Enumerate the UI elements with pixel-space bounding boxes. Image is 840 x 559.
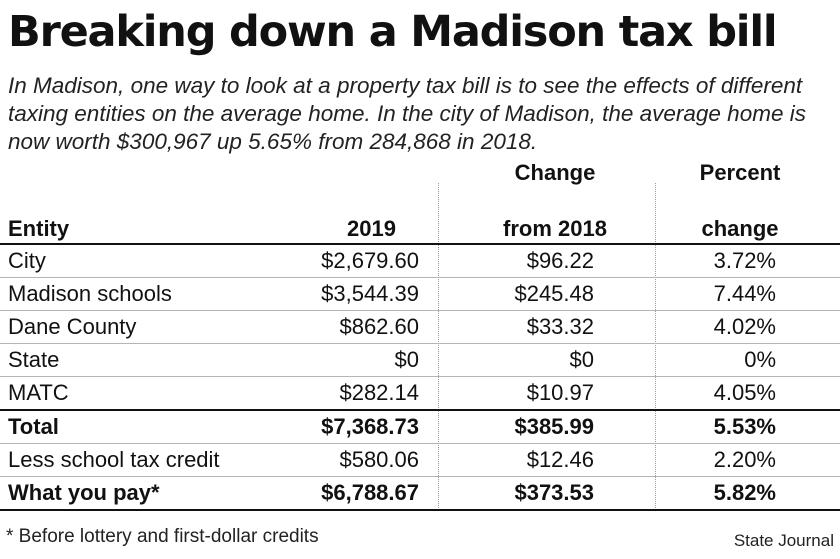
value-2019-cell: $7,368.73 <box>321 414 419 439</box>
footnote: * Before lottery and first-dollar credit… <box>6 526 319 547</box>
change-cell: $0 <box>569 347 594 372</box>
percent-cell: 3.72% <box>713 248 776 273</box>
table-row: State $0 $0 0% <box>0 344 840 377</box>
percent-cell: 4.05% <box>713 380 776 405</box>
change-cell: $12.46 <box>526 447 594 472</box>
header-change: Change from 2018 <box>503 160 607 241</box>
header-percent-change: Percent change <box>699 160 781 241</box>
value-2019-cell: $862.60 <box>339 314 419 339</box>
percent-cell: 2.20% <box>713 447 776 472</box>
table-row: Dane County $862.60 $33.32 4.02% <box>0 311 840 344</box>
tax-table: Entity 2019 Change from 2018 Percent chang… <box>0 160 840 511</box>
value-2019-cell: $580.06 <box>339 447 419 472</box>
change-cell: $373.53 <box>514 480 594 505</box>
change-cell: $96.22 <box>526 248 594 273</box>
entity-cell: Less school tax credit <box>8 447 220 472</box>
table-row: Madison schools $3,544.39 $245.48 7.44% <box>0 278 840 311</box>
header-2019: 2019 <box>347 216 396 241</box>
value-2019-cell: $2,679.60 <box>321 248 419 273</box>
entity-cell: Dane County <box>8 314 137 339</box>
entity-cell: What you pay* <box>8 480 160 505</box>
change-cell: $10.97 <box>526 380 594 405</box>
header-rule <box>0 243 840 245</box>
value-2019-cell: $6,788.67 <box>321 480 419 505</box>
entity-cell: Total <box>8 414 59 439</box>
entity-cell: MATC <box>8 380 69 405</box>
change-cell: $245.48 <box>514 281 594 306</box>
intro-text: In Madison, one way to look at a propert… <box>8 73 806 154</box>
table-row: MATC $282.14 $10.97 4.05% <box>0 377 840 411</box>
percent-cell: 5.82% <box>713 480 776 505</box>
value-2019-cell: $3,544.39 <box>321 281 419 306</box>
table-row: City $2,679.60 $96.22 3.72% <box>0 245 840 278</box>
entity-cell: City <box>8 248 46 273</box>
column-divider <box>438 183 439 510</box>
value-2019-cell: $282.14 <box>339 380 419 405</box>
chart-title: Breaking down a Madison tax bill <box>8 7 778 57</box>
header-entity: Entity <box>8 216 70 241</box>
percent-cell: 5.53% <box>713 414 776 439</box>
entity-cell: Madison schools <box>8 281 172 306</box>
table-row-what-you-pay: What you pay* $6,788.67 $373.53 5.82% <box>0 477 840 511</box>
entity-cell: State <box>8 347 60 372</box>
percent-cell: 4.02% <box>713 314 776 339</box>
table-row-total: Total $7,368.73 $385.99 5.53% <box>0 411 840 444</box>
table-row: Less school tax credit $580.06 $12.46 2.… <box>0 444 840 477</box>
table-body: City $2,679.60 $96.22 3.72% Madison scho… <box>0 245 840 511</box>
value-2019-cell: $0 <box>394 347 419 372</box>
source-credit: State Journal <box>733 531 834 550</box>
percent-cell: 0% <box>744 347 776 372</box>
change-cell: $33.32 <box>526 314 594 339</box>
column-divider <box>655 183 656 510</box>
percent-cell: 7.44% <box>713 281 776 306</box>
change-cell: $385.99 <box>514 414 594 439</box>
